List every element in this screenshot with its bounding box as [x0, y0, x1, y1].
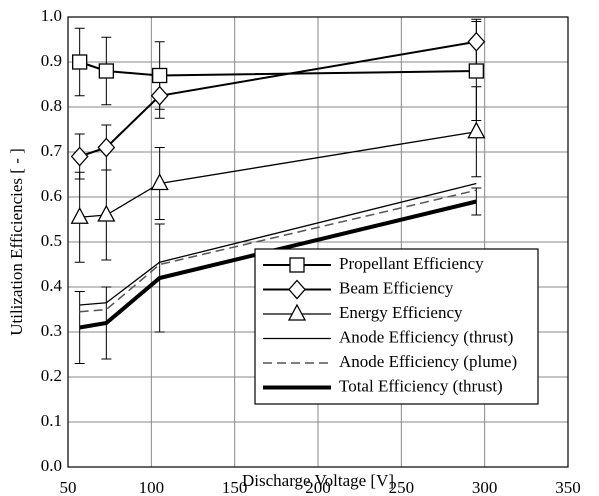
legend-label: Anode Efficiency (thrust) [339, 327, 513, 346]
legend-label: Total Efficiency (thrust) [339, 376, 503, 395]
y-tick-label: 0.7 [41, 141, 63, 160]
marker [150, 85, 169, 106]
x-tick-label: 50 [60, 478, 77, 496]
x-tick-label: 300 [472, 478, 498, 496]
x-axis-label: Discharge Voltage [V] [242, 471, 394, 490]
series-line [79, 61, 477, 77]
marker [152, 67, 168, 84]
y-tick-label: 0.0 [41, 456, 62, 475]
y-tick-label: 0.8 [41, 96, 62, 115]
y-tick-label: 0.2 [41, 366, 62, 385]
legend-label: Anode Efficiency (plume) [339, 352, 517, 371]
legend-label: Beam Efficiency [339, 278, 454, 297]
y-tick-label: 0.9 [41, 51, 62, 70]
marker [70, 206, 89, 224]
series-line [79, 40, 477, 158]
legend-label: Energy Efficiency [339, 303, 463, 322]
x-tick-label: 200 [305, 478, 331, 496]
series-line [79, 182, 477, 306]
legend-marker [288, 279, 306, 300]
marker [70, 146, 89, 167]
y-tick-label: 0.3 [41, 321, 62, 340]
y-tick-label: 0.4 [41, 276, 63, 295]
marker [72, 54, 88, 70]
series-line [79, 189, 477, 313]
legend-label: Propellant Efficiency [339, 254, 484, 273]
legend-marker [287, 303, 307, 321]
y-tick-label: 1.0 [41, 6, 62, 25]
marker [97, 204, 116, 222]
marker [150, 173, 169, 191]
marker [97, 137, 116, 158]
marker [98, 63, 114, 79]
y-tick-label: 0.5 [41, 231, 62, 250]
marker [467, 31, 486, 52]
series-line [79, 199, 477, 330]
y-tick-label: 0.1 [41, 411, 62, 430]
plot-frame [67, 16, 569, 468]
legend-marker [289, 257, 305, 273]
x-tick-label: 250 [389, 478, 415, 496]
series-line [79, 131, 477, 218]
marker [467, 121, 486, 139]
x-tick-label: 100 [139, 478, 165, 496]
legend-box [254, 248, 539, 405]
y-tick-label: 0.6 [41, 186, 62, 205]
marker [468, 63, 484, 79]
x-tick-label: 350 [555, 478, 581, 496]
y-axis-label: Utilization Efficiencies [ - ] [7, 148, 26, 336]
x-tick-label: 150 [222, 478, 248, 496]
